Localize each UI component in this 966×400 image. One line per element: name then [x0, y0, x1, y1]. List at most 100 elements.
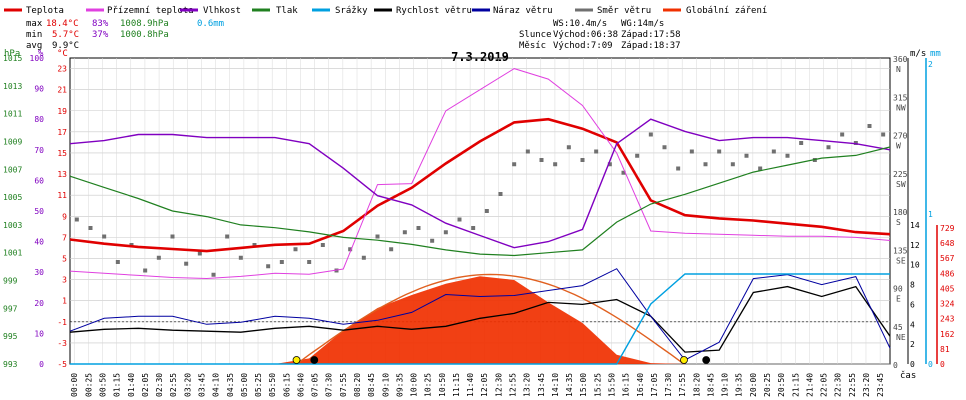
- x-tick-label: 18:45: [706, 373, 715, 397]
- wind-direction-point: [74, 217, 79, 222]
- wind-direction-point: [279, 260, 284, 264]
- y-tick-pressure: 1007: [3, 165, 22, 174]
- x-tick-label: 05:25: [254, 373, 263, 397]
- y-tick-pressure: 1001: [3, 249, 22, 258]
- x-tick-label: 12:30: [494, 373, 503, 397]
- y-tick-temperature: -5: [57, 360, 67, 369]
- legend-label-rain: Srážky: [335, 6, 368, 16]
- x-tick-label: 15:50: [607, 373, 616, 397]
- x-tick-label: 08:45: [367, 373, 376, 397]
- y-tick-humidity: 80: [34, 115, 44, 124]
- wind-direction-point: [430, 238, 435, 243]
- y-tick-radiation: 243: [940, 315, 955, 324]
- wind-direction-point: [826, 145, 831, 150]
- y-tick-direction: 360: [893, 55, 908, 64]
- x-tick-label: 00:00: [70, 373, 79, 397]
- chart-title: 7.3.2019: [451, 50, 509, 64]
- x-tick-label: 08:20: [353, 373, 362, 397]
- y-tick-temperature: 15: [57, 149, 67, 158]
- y-tick-wind: 12: [910, 241, 920, 250]
- x-tick-label: 18:20: [692, 373, 701, 397]
- moon-rise: Východ:7:09: [553, 41, 613, 51]
- y-tick-direction: 45: [893, 323, 903, 332]
- y-tick-humidity: 60: [34, 176, 44, 185]
- y-tick-temperature: 7: [62, 233, 67, 242]
- x-tick-label: 19:35: [735, 373, 744, 397]
- y-tick-radiation: 324: [940, 300, 955, 309]
- sun-label: Slunce: [519, 30, 552, 40]
- series-line-ground-temperature: [69, 68, 891, 280]
- y-tick-humidity: 70: [34, 146, 44, 155]
- wind-direction-point: [416, 226, 421, 230]
- wind-direction-point: [758, 166, 763, 171]
- y-tick-wind: 14: [910, 221, 920, 230]
- y-tick-temperature: 9: [62, 212, 67, 221]
- moonset-marker: [702, 356, 711, 364]
- y-tick-direction: 0: [893, 361, 898, 370]
- wind-direction-point: [197, 251, 202, 256]
- moon-label: Měsíc: [519, 41, 546, 51]
- x-tick-label: 22:05: [820, 373, 829, 397]
- sunrise-marker: [292, 356, 301, 364]
- wind-direction-point: [252, 243, 257, 247]
- y-tick-pressure: 1013: [3, 82, 22, 91]
- legend-label-radiation: Globální záření: [686, 6, 767, 16]
- x-tick-label: 07:05: [311, 373, 320, 397]
- wind-direction-point: [211, 272, 216, 277]
- wind-direction-point: [498, 192, 503, 196]
- x-tick-label: 02:30: [155, 373, 164, 397]
- wind-direction-point: [648, 132, 653, 137]
- x-tick-label: 06:40: [296, 373, 305, 397]
- y-tick-rain: 0: [928, 360, 933, 369]
- x-tick-label: 10:00: [410, 373, 419, 397]
- wind-direction-point: [607, 162, 612, 167]
- wind-direction-point: [881, 132, 886, 137]
- legend-label-wind-dir: Směr větru: [597, 6, 651, 16]
- series-line-wind-gust: [69, 268, 891, 361]
- y-tick-humidity: 50: [34, 207, 44, 216]
- y-tick-humidity: 90: [34, 85, 44, 94]
- wind-direction-point: [635, 153, 640, 158]
- y-tick-wind: 2: [910, 340, 915, 349]
- wind-direction-point: [307, 260, 312, 264]
- axis-header-pct: %: [38, 49, 44, 59]
- wind-direction-point: [566, 145, 571, 150]
- sun-set: Západ:17:58: [621, 30, 681, 40]
- x-tick-label: 01:15: [113, 373, 122, 397]
- x-tick-label: 15:25: [593, 373, 602, 397]
- y-tick-wind: 8: [910, 281, 915, 290]
- wind-direction-point: [785, 153, 790, 158]
- y-tick-radiation: 162: [940, 330, 955, 339]
- y-tick-temperature: 11: [57, 191, 67, 200]
- sun-rise: Východ:06:38: [553, 30, 618, 40]
- wind-direction-point: [594, 149, 599, 154]
- y-tick-temperature: 21: [57, 86, 67, 95]
- x-tick-label: 00:50: [99, 373, 108, 397]
- wind-direction-point: [102, 234, 107, 239]
- wind-direction-point: [184, 261, 189, 266]
- moon-set: Západ:18:37: [621, 41, 681, 51]
- y-tick-temperature: -3: [57, 339, 67, 348]
- y-tick-radiation: 81: [940, 345, 950, 354]
- y-tick-direction-name: SW: [896, 180, 906, 189]
- wind-direction-point: [512, 162, 517, 167]
- y-tick-rain: 1: [928, 210, 933, 219]
- x-tick-label: 22:55: [848, 373, 857, 397]
- wind-direction-point: [580, 158, 585, 162]
- y-tick-humidity: 30: [34, 268, 44, 277]
- stats-block: max 18.4°C 83% 1008.9hPa 0.6mm min 5.7°C…: [26, 19, 224, 51]
- x-tick-label: 21:15: [791, 373, 800, 397]
- axis-header-hpa: hPa: [4, 49, 20, 59]
- axis-header-ms: m/s: [910, 49, 926, 59]
- y-tick-pressure: 1005: [3, 193, 22, 202]
- stat-min-label: min: [26, 30, 42, 40]
- x-tick-label: 16:40: [636, 373, 645, 397]
- y-tick-direction: 90: [893, 285, 903, 294]
- stat-avg-label: avg: [26, 41, 42, 51]
- y-tick-humidity: 10: [34, 329, 44, 338]
- wind-direction-point: [867, 124, 872, 128]
- y-tick-pressure: 1009: [3, 137, 22, 146]
- y-tick-pressure: 993: [3, 360, 18, 369]
